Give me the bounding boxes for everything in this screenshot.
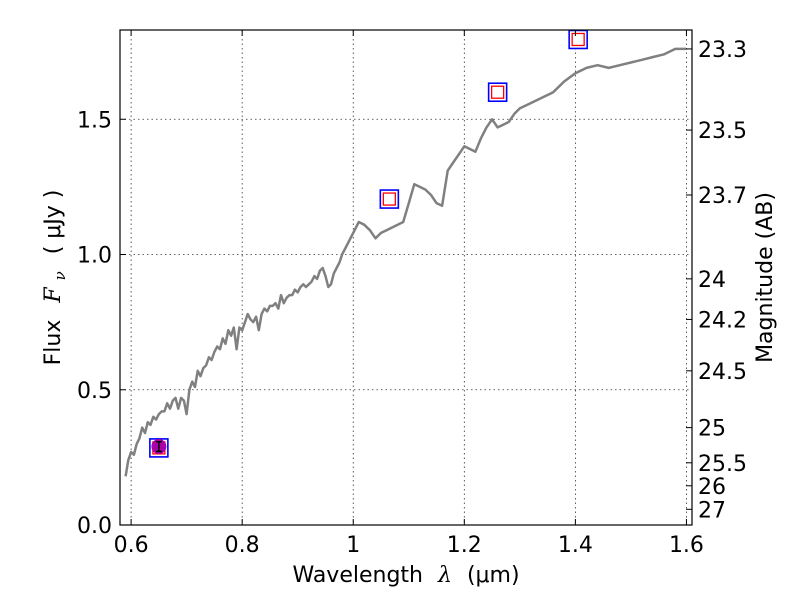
y2-tick-label: 24 (698, 268, 726, 293)
model-point-inner (382, 192, 396, 206)
y2-tick-label: 24.2 (698, 308, 747, 333)
x-axis-label: Wavelength λ (μm) (292, 563, 519, 588)
y-tick-label: 1.5 (77, 108, 112, 133)
x-tick-label: 1 (346, 533, 360, 558)
spectrum-series (124, 47, 687, 477)
model-point-outer (487, 82, 508, 103)
y2-tick-label: 25 (698, 417, 726, 442)
y2-tick-label: 25.5 (698, 452, 747, 477)
plot-frame (119, 29, 693, 526)
y2-tick-label: 23.3 (698, 38, 747, 63)
x-tick-label: 0.6 (114, 533, 149, 558)
y2-axis-label: Magnitude (AB) (753, 192, 778, 363)
y-tick-label: 0.0 (77, 514, 112, 539)
x-tick-label: 1.2 (447, 533, 482, 558)
x-tick-label: 0.8 (225, 533, 260, 558)
y-tick-label: 1.0 (77, 244, 112, 269)
grid (120, 30, 692, 526)
y-axis: 0.0 0.5 1.0 1.5 (77, 108, 126, 539)
y2-tick-label: 23.5 (698, 119, 747, 144)
x-tick-label: 1.6 (669, 533, 704, 558)
model-point-outer (379, 189, 400, 209)
model-point-inner (490, 85, 505, 99)
y2-tick-label: 27 (698, 498, 726, 523)
y-axis-label: Flux F ν ( μJy ) (41, 190, 71, 366)
y2-tick-label: 24.5 (698, 360, 747, 385)
model-point-inner (571, 32, 585, 47)
y-tick-label: 0.5 (77, 379, 112, 404)
photometry-series (149, 29, 588, 458)
y2-tick-label: 23.7 (698, 184, 747, 209)
x-axis: 0.6 0.8 1 1.2 1.4 1.6 (114, 30, 704, 558)
spectrum-line (124, 47, 687, 477)
y2-tick-label: 26 (698, 475, 726, 500)
x-tick-label: 1.4 (558, 533, 593, 558)
